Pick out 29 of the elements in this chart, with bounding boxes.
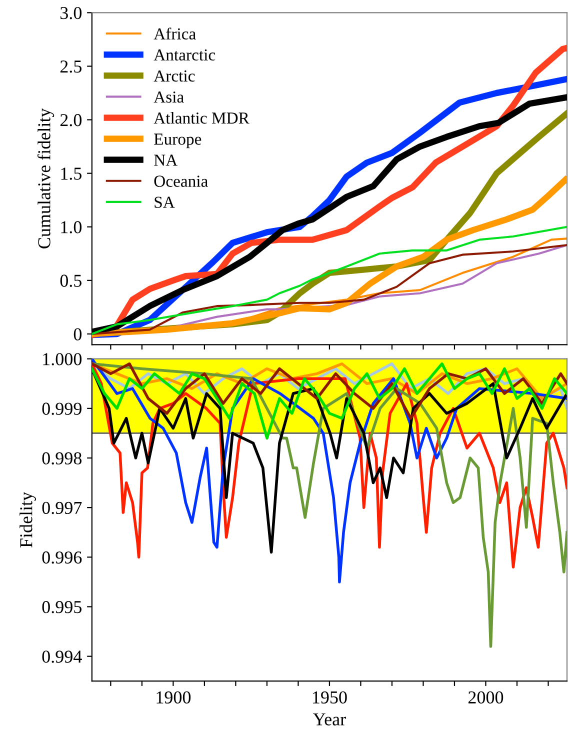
legend-label: Europe: [154, 134, 202, 148]
x-axis-title: Year: [313, 713, 346, 726]
x-tick-label: 2000: [468, 691, 504, 704]
y-tick-label: 1.5: [61, 168, 82, 180]
y-tick-label: 0.995: [42, 600, 82, 614]
legend-label: Arctic: [154, 70, 195, 82]
y-tick-label: 0.994: [42, 650, 82, 663]
x-tick-label: 1900: [156, 691, 191, 704]
y-axis-title: Fidelity: [20, 492, 36, 548]
legend-label: Antarctic: [154, 49, 216, 61]
legend-label: Oceania: [154, 176, 208, 187]
legend-label: Africa: [154, 28, 196, 40]
x-tick-label: 1950: [313, 691, 347, 704]
y-tick-label: 2.5: [60, 60, 82, 73]
legend-label: SA: [154, 196, 175, 208]
legend-label: Atlantic MDR: [154, 112, 250, 124]
y-tick-label: 0.997: [42, 502, 82, 514]
y-tick-label: 2.0: [60, 114, 82, 126]
legend-label: NA: [154, 154, 178, 166]
y-tick-label: 1.000: [43, 353, 82, 366]
y-axis-title: Cumulative fidelity: [37, 108, 54, 248]
y-tick-label: 0.999: [42, 402, 82, 415]
y-tick-label: 3.0: [60, 6, 82, 20]
legend-label: Asia: [154, 91, 184, 103]
y-tick-label: 1.0: [61, 221, 82, 234]
y-tick-label: 0.5: [60, 274, 82, 287]
y-tick-label: 0.996: [42, 551, 82, 564]
y-tick-label: 0: [74, 328, 82, 340]
y-tick-label: 0.998: [42, 452, 82, 465]
